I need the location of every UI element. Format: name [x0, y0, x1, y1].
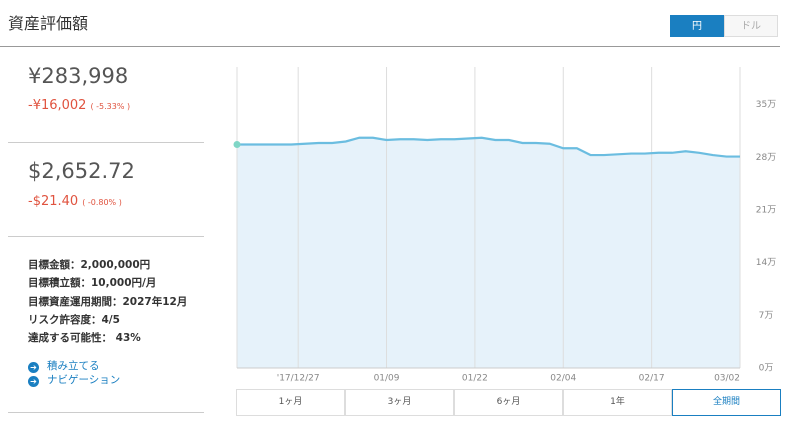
link-text[interactable]: 積み立てる [47, 360, 100, 372]
x-tick-label: 03/02 [714, 374, 740, 384]
currency-toggle[interactable]: ドル [724, 15, 778, 37]
x-tick-label: 01/09 [374, 374, 400, 384]
x-tick-label: 01/22 [462, 374, 488, 384]
x-tick-label: 02/17 [639, 374, 665, 384]
y-tick-label: 0万 [759, 364, 774, 374]
x-tick-label: 02/04 [550, 374, 576, 384]
period-button[interactable]: 6ヶ月 [454, 389, 563, 416]
goal-line: 達成する可能性： 43% [28, 332, 141, 345]
start-point [233, 141, 241, 149]
y-tick-label: 7万 [759, 311, 774, 321]
y-tick-label: 35万 [756, 100, 776, 110]
y-tick-label: 28万 [756, 153, 776, 163]
link-icon: ➔ [28, 376, 39, 387]
x-tick-label: '17/12/27 [277, 374, 320, 384]
change: -¥16,002 [28, 98, 87, 113]
period-button[interactable]: 1年 [563, 389, 672, 416]
jpy-change: -¥16,002( -5.33% ) [28, 98, 130, 113]
link-icon: ➔ [28, 362, 39, 373]
chart: '17/12/27 01/09 01/22 02/04 02/17 03/02 0万 7万 14… [233, 67, 776, 384]
goal-line: リスク許容度：4/5 [28, 313, 120, 326]
area [237, 137, 740, 368]
nav-link[interactable]: ➔ 積み立てる [28, 358, 100, 373]
goal-line: 目標積立額：10,000円/月 [28, 277, 157, 290]
change-pct: ( -5.33% ) [90, 102, 131, 111]
jpy-value: ¥283,998 [28, 64, 129, 88]
header-rule [0, 46, 780, 47]
usd-value: $2,652.72 [28, 159, 135, 183]
usd-change: -$21.40( -0.80% ) [28, 194, 122, 209]
change: -$21.40 [28, 194, 79, 209]
period-button[interactable]: 3ヶ月 [345, 389, 454, 416]
currency-toggle[interactable]: 円 [670, 15, 724, 37]
link-text[interactable]: ナビゲーション [47, 374, 121, 386]
goal-line: 目標資産運用期間：2027年12月 [28, 295, 188, 308]
y-tick-label: 14万 [756, 258, 776, 268]
period-button[interactable]: 1ヶ月 [236, 389, 345, 416]
period-button[interactable]: 全期間 [672, 389, 781, 416]
divider [8, 142, 204, 143]
line [237, 136, 740, 158]
nav-link[interactable]: ➔ ナビゲーション [28, 372, 120, 387]
y-tick-label: 21万 [756, 205, 776, 215]
divider [8, 236, 204, 237]
goal-line: 目標金額：2,000,000円 [28, 259, 151, 271]
divider [8, 412, 204, 413]
page-title: 資産評価額 [8, 14, 89, 33]
change-pct: ( -0.80% ) [82, 198, 122, 207]
